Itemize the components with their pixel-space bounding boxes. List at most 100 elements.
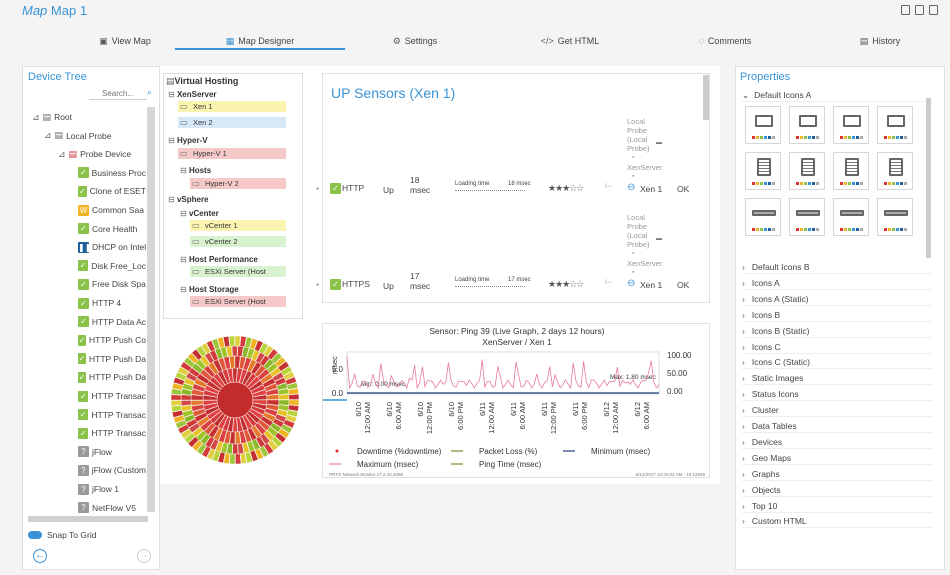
section-row[interactable]: › Top 10 xyxy=(742,499,932,513)
forward-arrow-icon[interactable]: → xyxy=(137,549,151,563)
mail-icon[interactable] xyxy=(915,5,924,15)
library-icon-tile[interactable] xyxy=(877,198,913,236)
library-icon-tile[interactable] xyxy=(745,198,781,236)
tree-node[interactable]: ✓ Free Disk Spa xyxy=(78,276,146,292)
hosting-device[interactable]: ▭ Xen 1 xyxy=(178,101,286,112)
tab-get-html[interactable]: </> Get HTML xyxy=(540,36,600,46)
tree-node[interactable]: ✓ HTTP Data Ac xyxy=(78,314,146,330)
hosting-device[interactable]: ▭ ESXi Server (Host xyxy=(190,266,286,277)
hosting-group[interactable]: ⊟ Host Performance xyxy=(180,255,258,264)
tree-node[interactable]: ✓ Disk Free_Loc xyxy=(78,258,146,274)
tab-view-map[interactable]: ▣ View Map xyxy=(99,36,151,46)
collapse-icon[interactable]: ⊟ xyxy=(180,209,189,218)
tree-node[interactable]: ✓ HTTP Push Da xyxy=(78,369,146,385)
tree-node[interactable]: ⊿ ▤ Root xyxy=(32,109,146,125)
tree-node[interactable]: W Common Saa xyxy=(78,202,146,218)
section-default-icons-a[interactable]: ⌄ Default Icons A xyxy=(742,88,932,102)
section-row[interactable]: › Devices xyxy=(742,435,932,449)
icon-grid-scrollbar[interactable] xyxy=(926,98,931,258)
collapse-icon[interactable]: ⊟ xyxy=(168,90,177,99)
collapse-icon[interactable]: ⊟ xyxy=(180,255,189,264)
tree-node[interactable]: ✓ HTTP Push Co xyxy=(78,332,146,348)
library-icon-tile[interactable] xyxy=(789,152,825,190)
library-icon-tile[interactable] xyxy=(789,198,825,236)
tab-settings[interactable]: ⚙ Settings xyxy=(392,36,438,46)
section-row[interactable]: › Cluster xyxy=(742,403,932,418)
tab-comments[interactable]: ◌ Comments xyxy=(698,36,752,46)
tree-node[interactable]: ✓ HTTP Push Da xyxy=(78,351,146,367)
section-row[interactable]: › Static Images xyxy=(742,371,932,386)
expand-icon[interactable]: ⊿ xyxy=(58,148,66,159)
expand-icon[interactable]: ⊿ xyxy=(44,130,52,141)
section-row[interactable]: › Geo Maps xyxy=(742,451,932,465)
tree-node[interactable]: ✓ Clone of ESET xyxy=(78,183,146,199)
section-row[interactable]: › Data Tables xyxy=(742,419,932,433)
library-icon-tile[interactable] xyxy=(745,106,781,144)
collapse-icon[interactable]: ⊟ xyxy=(180,166,189,175)
collapse-icon[interactable]: ⊟ xyxy=(168,195,177,204)
section-row[interactable]: › Default Icons B xyxy=(742,260,932,274)
search-icon[interactable]: ⌕ xyxy=(147,87,153,97)
tree-node[interactable]: ✓ HTTP Transac xyxy=(78,425,146,441)
tree-node[interactable]: ? NetFlow V5 xyxy=(78,500,146,516)
export-icon[interactable] xyxy=(901,5,910,15)
graph-box[interactable]: Sensor: Ping 39 (Live Graph, 2 days 12 h… xyxy=(163,323,710,478)
tree-node[interactable]: ❚❚ DHCP on Intel xyxy=(78,239,146,255)
section-row[interactable]: › Icons A xyxy=(742,276,932,290)
more-icon[interactable]: ⊢ xyxy=(605,277,613,287)
hosting-group[interactable]: ⊟ vSphere xyxy=(168,195,209,204)
section-row[interactable]: › Custom HTML xyxy=(742,514,932,529)
library-icon-tile[interactable] xyxy=(833,198,869,236)
section-row[interactable]: › Icons A (Static) xyxy=(742,292,932,306)
sunburst-box[interactable] xyxy=(163,328,305,470)
device-tree-search[interactable] xyxy=(89,88,147,100)
section-row[interactable]: › Graphs xyxy=(742,467,932,481)
collapse-icon[interactable]: ⊟ xyxy=(168,136,177,145)
library-icon-tile[interactable] xyxy=(833,152,869,190)
hosting-group[interactable]: ⊟ Host Storage xyxy=(180,285,239,294)
tree-node[interactable]: ⊿ ▤ Local Probe xyxy=(44,128,146,144)
hosting-group[interactable]: ⊟ XenServer xyxy=(168,90,217,99)
hosting-device[interactable]: ▭ Hyper-V 2 xyxy=(190,178,286,189)
section-row[interactable]: › Icons B xyxy=(742,308,932,322)
back-arrow-icon[interactable]: ← xyxy=(33,549,47,563)
section-row[interactable]: › Objects xyxy=(742,483,932,497)
tree-node[interactable]: ? jFlow (Custom xyxy=(78,462,146,478)
delete-icon[interactable] xyxy=(929,5,938,15)
tab-map-designer[interactable]: ▦ Map Designer xyxy=(175,28,345,50)
expand-icon[interactable]: ⊿ xyxy=(32,111,40,122)
sensor-row[interactable]: ● ✓ HTTP Up 18 msec Loading time 18 msec ★★★☆☆ ⊢ L… xyxy=(316,112,705,207)
tree-node[interactable]: ✓ HTTP Transac xyxy=(78,388,146,404)
section-row[interactable]: › Icons C xyxy=(742,340,932,354)
tree-scrollbar[interactable] xyxy=(147,107,155,512)
sensors-scrollbar[interactable] xyxy=(703,75,709,120)
section-row[interactable]: › Icons B (Static) xyxy=(742,324,932,338)
tree-node[interactable]: ✓ HTTP 4 xyxy=(78,295,146,311)
priority-stars[interactable]: ★★★☆☆ xyxy=(548,183,584,193)
hosting-device[interactable]: ▭ ESXi Server (Host xyxy=(190,296,286,307)
collapse-icon[interactable]: ⊟ xyxy=(180,285,189,294)
library-icon-tile[interactable] xyxy=(833,106,869,144)
tree-node[interactable]: ✓ Business Proc xyxy=(78,165,146,181)
hosting-group[interactable]: ⊟ vCenter xyxy=(180,209,219,218)
hosting-group[interactable]: ⊟ Hyper-V xyxy=(168,136,208,145)
hosting-device[interactable]: ▭ vCenter 2 xyxy=(190,236,286,247)
virtual-hosting-box[interactable] xyxy=(163,73,303,319)
tree-node[interactable]: ✓ HTTP Transac xyxy=(78,407,146,423)
tree-node[interactable]: ✓ Core Health xyxy=(78,221,146,237)
sensor-row[interactable]: ● ✓ HTTPS Up 17 msec Loading time 17 msec ★★★☆☆ ⊢… xyxy=(316,208,705,303)
section-row[interactable]: › Icons C (Static) xyxy=(742,355,932,370)
hosting-device[interactable]: ▭ Hyper-V 1 xyxy=(178,148,286,159)
hosting-device[interactable]: ▭ Xen 2 xyxy=(178,117,286,128)
sensors-box[interactable] xyxy=(322,73,710,303)
snap-toggle[interactable] xyxy=(28,531,42,539)
priority-stars[interactable]: ★★★☆☆ xyxy=(548,279,584,289)
library-icon-tile[interactable] xyxy=(877,106,913,144)
library-icon-tile[interactable] xyxy=(789,106,825,144)
more-icon[interactable]: ⊢ xyxy=(605,181,613,191)
hosting-device[interactable]: ▭ vCenter 1 xyxy=(190,220,286,231)
tab-history[interactable]: ▤ History xyxy=(859,36,901,46)
section-row[interactable]: › Status Icons xyxy=(742,387,932,402)
tree-node[interactable]: ? jFlow 1 xyxy=(78,481,146,497)
library-icon-tile[interactable] xyxy=(877,152,913,190)
